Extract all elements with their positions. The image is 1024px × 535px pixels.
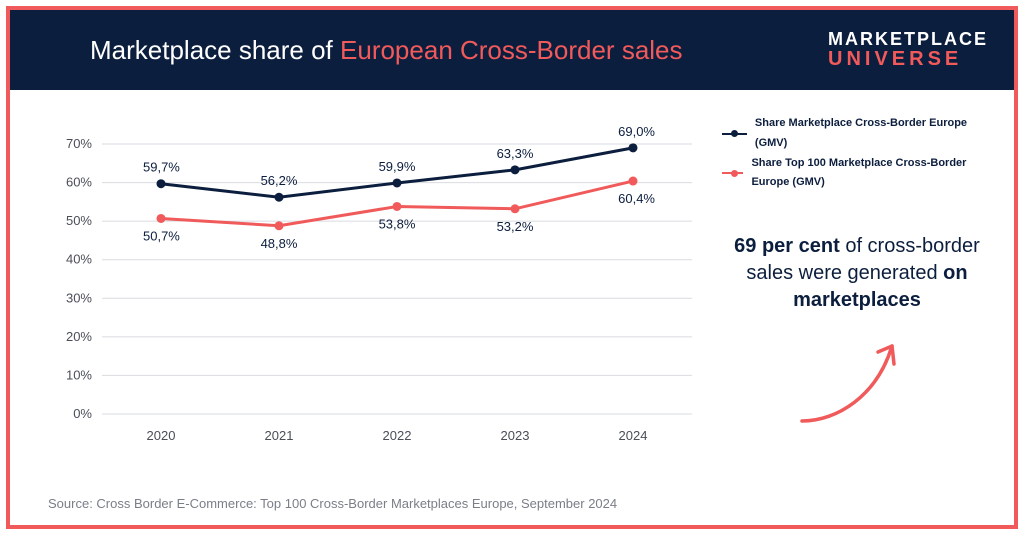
svg-text:59,7%: 59,7%	[143, 160, 180, 175]
arrow-icon	[782, 326, 932, 436]
legend: Share Marketplace Cross-Border Europe (G…	[722, 114, 992, 193]
chart-svg: 0% 10% 20% 30% 40% 50% 60% 70% 2020 2021 2022 2023 2…	[32, 114, 712, 474]
svg-text:2024: 2024	[619, 428, 648, 443]
svg-text:53,8%: 53,8%	[379, 216, 416, 231]
svg-text:70%: 70%	[66, 136, 92, 151]
svg-text:48,8%: 48,8%	[261, 236, 298, 251]
svg-text:2021: 2021	[265, 428, 294, 443]
callout-text: 69 per cent of cross-border sales were g…	[722, 233, 992, 314]
svg-text:60%: 60%	[66, 175, 92, 190]
legend-item: Share Marketplace Cross-Border Europe (G…	[722, 114, 992, 154]
line-chart: 0% 10% 20% 30% 40% 50% 60% 70% 2020 2021 2022 2023 2…	[32, 114, 712, 474]
logo-line-1: MARKETPLACE	[828, 30, 988, 49]
svg-text:20%: 20%	[66, 329, 92, 344]
svg-text:50,7%: 50,7%	[143, 228, 180, 243]
legend-item: Share Top 100 Marketplace Cross-Border E…	[722, 154, 992, 194]
right-panel: Share Marketplace Cross-Border Europe (G…	[712, 114, 992, 509]
logo-line-2: UNIVERSE	[828, 49, 962, 70]
header: Marketplace share of European Cross-Bord…	[10, 10, 1014, 90]
svg-text:2022: 2022	[383, 428, 412, 443]
outer-frame: Marketplace share of European Cross-Bord…	[0, 0, 1024, 535]
svg-text:56,2%: 56,2%	[261, 173, 298, 188]
callout-bold-1: 69 per cent	[734, 235, 840, 257]
source-text: Source: Cross Border E-Commerce: Top 100…	[48, 496, 617, 511]
legend-label: Share Top 100 Marketplace Cross-Border E…	[751, 154, 992, 194]
svg-text:60,4%: 60,4%	[618, 191, 655, 206]
svg-text:40%: 40%	[66, 252, 92, 267]
border-frame: Marketplace share of European Cross-Bord…	[6, 6, 1018, 529]
svg-text:30%: 30%	[66, 290, 92, 305]
svg-text:53,2%: 53,2%	[497, 219, 534, 234]
body-area: 0% 10% 20% 30% 40% 50% 60% 70% 2020 2021 2022 2023 2…	[10, 90, 1014, 525]
title-part-2: European Cross-Border sales	[340, 35, 683, 65]
legend-swatch	[722, 172, 743, 174]
legend-label: Share Marketplace Cross-Border Europe (G…	[755, 114, 992, 154]
svg-text:69,0%: 69,0%	[618, 124, 655, 139]
svg-text:2023: 2023	[501, 428, 530, 443]
svg-text:10%: 10%	[66, 367, 92, 382]
chart-title: Marketplace share of European Cross-Bord…	[90, 35, 683, 66]
svg-text:63,3%: 63,3%	[497, 146, 534, 161]
svg-text:0%: 0%	[73, 406, 92, 421]
title-part-1: Marketplace share of	[90, 35, 340, 65]
svg-text:50%: 50%	[66, 213, 92, 228]
callout-arrow	[722, 326, 992, 436]
legend-swatch	[722, 133, 747, 135]
svg-text:59,9%: 59,9%	[379, 159, 416, 174]
brand-logo: MARKETPLACE UNIVERSE	[828, 30, 988, 70]
svg-text:2020: 2020	[147, 428, 176, 443]
